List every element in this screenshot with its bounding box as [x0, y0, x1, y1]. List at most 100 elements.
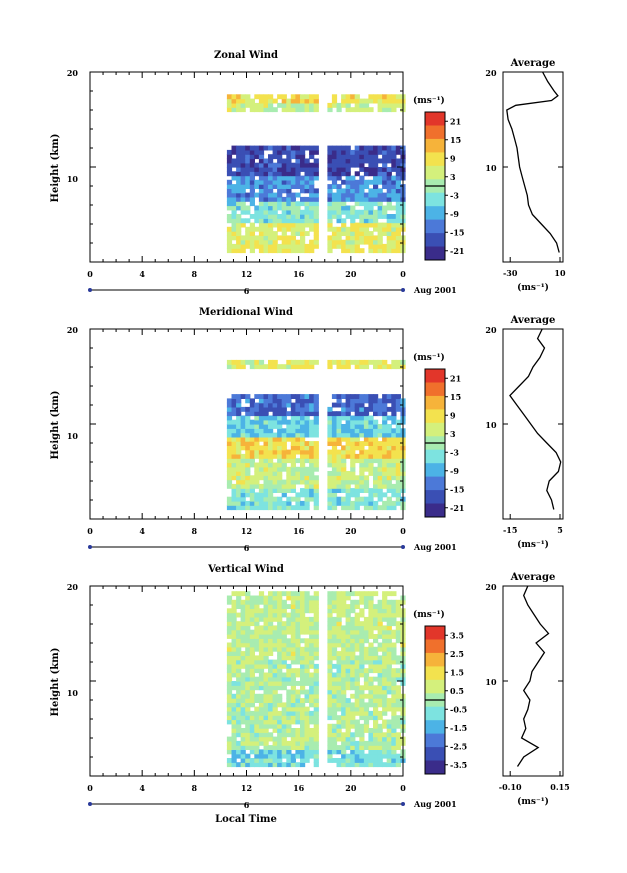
- heatmap-cell: [240, 655, 246, 661]
- heatmap-cell: [281, 663, 287, 669]
- heatmap-cell: [363, 154, 370, 160]
- heatmap-cell: [354, 364, 360, 370]
- heatmap-cell: [290, 612, 296, 618]
- heatmap-cell: [313, 638, 319, 644]
- heatmap-cell: [272, 479, 278, 485]
- heatmap-cell: [268, 681, 274, 686]
- heatmap-cell: [281, 651, 287, 656]
- heatmap-cell: [272, 222, 278, 228]
- heatmap-cell: [277, 723, 283, 729]
- heatmap-cell: [363, 171, 370, 177]
- heatmap-cell: [309, 719, 315, 725]
- heatmap-cell: [331, 184, 338, 189]
- y-tick-label-10: 10: [67, 431, 79, 441]
- heatmap-cell: [254, 432, 260, 438]
- heatmap-cell: [281, 749, 287, 755]
- heatmap-cell: [263, 646, 269, 652]
- heatmap-cell: [309, 107, 315, 113]
- heatmap-cell: [377, 102, 383, 108]
- heatmap-cell: [236, 471, 242, 476]
- heatmap-cell: [258, 218, 265, 224]
- colorbar-tick-label: -9: [450, 466, 459, 476]
- heatmap-cell: [281, 458, 287, 464]
- heatmap-cell: [245, 719, 251, 725]
- heatmap-cell: [313, 214, 319, 219]
- heatmap-cell: [395, 462, 401, 468]
- heatmap-cell: [281, 732, 287, 738]
- heatmap-cell: [368, 231, 374, 236]
- heatmap-cell: [391, 702, 397, 708]
- heatmap-cell: [226, 458, 233, 464]
- heatmap-cell: [368, 604, 374, 609]
- heatmap-cell: [240, 612, 246, 618]
- heatmap-cell: [258, 651, 265, 656]
- heatmap-cell: [231, 243, 237, 249]
- heatmap-cell: [309, 483, 315, 489]
- heatmap-cell: [350, 231, 356, 236]
- heatmap-cell: [290, 179, 296, 185]
- heatmap-cell: [231, 715, 237, 721]
- heatmap-cell: [350, 188, 356, 194]
- heatmap-cell: [386, 235, 392, 241]
- heatmap-cell: [281, 209, 287, 215]
- heatmap-cell: [309, 715, 315, 721]
- colorbar-segment: [425, 652, 445, 667]
- colorbar-segment: [425, 395, 445, 410]
- heatmap-cell: [281, 753, 287, 759]
- heatmap-cell: [277, 415, 283, 421]
- heatmap-cell: [254, 629, 260, 635]
- heatmap-cell: [258, 599, 265, 605]
- heatmap-cell: [263, 621, 269, 627]
- heatmap-cell: [386, 681, 392, 686]
- heatmap-cell: [354, 475, 360, 481]
- heatmap-cell: [226, 646, 233, 652]
- heatmap-cell: [300, 702, 306, 708]
- colorbar-segment: [425, 192, 445, 207]
- heatmap-cell: [295, 689, 301, 695]
- heatmap-cell: [382, 458, 388, 464]
- heatmap-cell: [373, 149, 379, 155]
- heatmap-cell: [359, 458, 365, 464]
- heatmap-cell: [245, 642, 251, 648]
- heatmap-cell: [258, 231, 265, 236]
- heatmap-cell: [373, 235, 379, 241]
- heatmap-cell: [290, 466, 296, 472]
- heatmap-cell: [391, 672, 397, 678]
- heatmap-cell: [354, 659, 360, 665]
- heatmap-cell: [263, 599, 269, 605]
- heatmap-cell: [327, 462, 333, 468]
- heatmap-cell: [313, 149, 319, 155]
- heatmap-cell: [331, 243, 338, 249]
- heatmap-cell: [354, 458, 360, 464]
- heatmap-cell: [268, 745, 274, 750]
- heatmap-cell: [354, 394, 360, 399]
- heatmap-cell: [377, 689, 383, 695]
- heatmap-cell: [281, 655, 287, 661]
- heatmap-cell: [377, 732, 383, 738]
- heatmap-cell: [391, 471, 397, 476]
- heatmap-cell: [263, 449, 269, 455]
- heatmap-cell: [249, 651, 255, 656]
- heatmap-cell: [245, 158, 251, 164]
- heatmap-cell: [313, 646, 319, 652]
- heatmap-cell: [386, 749, 392, 755]
- heatmap-cell: [336, 226, 342, 232]
- heatmap-cell: [350, 758, 356, 763]
- heatmap-cell: [336, 167, 342, 172]
- heatmap-cell: [286, 642, 292, 648]
- heatmap-cell: [309, 243, 315, 249]
- heatmap-cell: [336, 728, 342, 733]
- heatmap-cell: [231, 196, 237, 202]
- heatmap-cell: [327, 359, 333, 365]
- heatmap-cell: [258, 154, 265, 160]
- heatmap-cell: [331, 171, 338, 177]
- heatmap-cell: [382, 406, 388, 412]
- heatmap-cell: [258, 634, 265, 639]
- heatmap-cell: [395, 248, 401, 254]
- heatmap-cell: [350, 419, 356, 425]
- date-axis-start-marker: [88, 288, 92, 292]
- heatmap-cell: [300, 415, 306, 421]
- heatmap-cell: [363, 449, 370, 455]
- heatmap-cell: [295, 218, 301, 224]
- heatmap-cell: [249, 488, 255, 493]
